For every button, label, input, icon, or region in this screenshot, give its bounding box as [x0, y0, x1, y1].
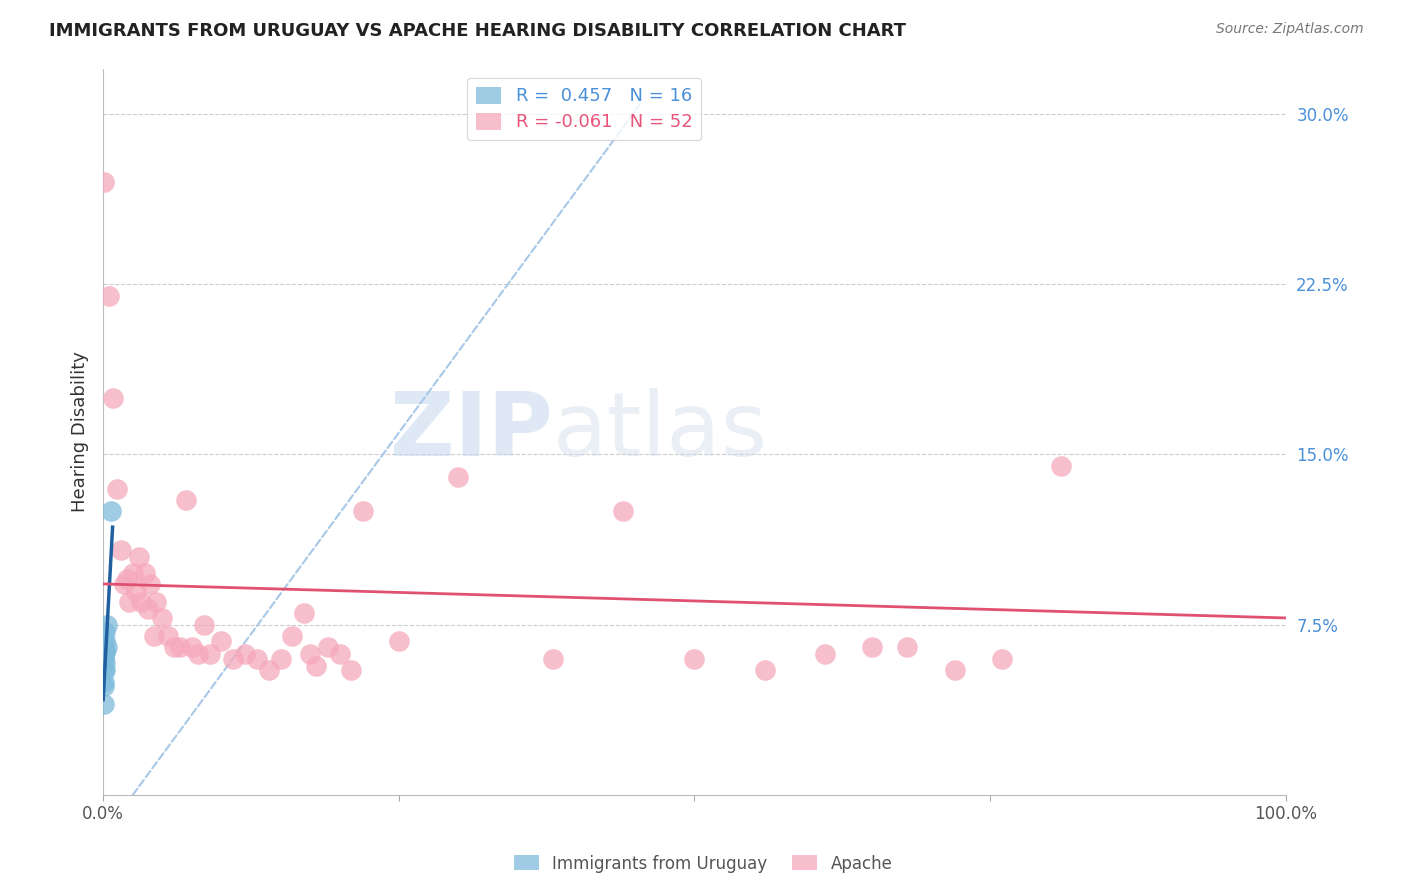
Point — [222, 652, 245, 666]
Point — [145, 595, 167, 609]
Point — [93, 674, 115, 689]
Point — [340, 663, 363, 677]
Point — [187, 648, 209, 662]
Point — [93, 652, 115, 666]
Point — [813, 648, 835, 662]
Point — [257, 663, 280, 677]
Point — [94, 663, 117, 677]
Point — [683, 652, 706, 666]
Point — [612, 504, 634, 518]
Point — [233, 648, 256, 662]
Point — [100, 504, 122, 518]
Text: Source: ZipAtlas.com: Source: ZipAtlas.com — [1216, 22, 1364, 37]
Point — [143, 629, 166, 643]
Point — [134, 566, 156, 580]
Point — [93, 663, 115, 677]
Point — [174, 492, 197, 507]
Text: ZIP: ZIP — [389, 388, 553, 475]
Point — [110, 542, 132, 557]
Point — [180, 640, 202, 655]
Point — [305, 658, 328, 673]
Legend: Immigrants from Uruguay, Apache: Immigrants from Uruguay, Apache — [508, 848, 898, 880]
Point — [209, 633, 232, 648]
Point — [943, 663, 966, 677]
Point — [292, 607, 315, 621]
Point — [136, 602, 159, 616]
Point — [270, 652, 292, 666]
Legend: R =  0.457   N = 16, R = -0.061   N = 52: R = 0.457 N = 16, R = -0.061 N = 52 — [467, 78, 702, 140]
Point — [115, 573, 138, 587]
Point — [169, 640, 191, 655]
Point — [896, 640, 918, 655]
Point — [96, 617, 118, 632]
Text: IMMIGRANTS FROM URUGUAY VS APACHE HEARING DISABILITY CORRELATION CHART: IMMIGRANTS FROM URUGUAY VS APACHE HEARIN… — [49, 22, 907, 40]
Point — [94, 645, 117, 659]
Point — [118, 595, 141, 609]
Point — [139, 577, 162, 591]
Point — [93, 649, 115, 664]
Point — [447, 470, 470, 484]
Text: atlas: atlas — [553, 388, 768, 475]
Point — [352, 504, 374, 518]
Point — [299, 648, 322, 662]
Point — [388, 633, 411, 648]
Point — [1050, 458, 1073, 473]
Point — [754, 663, 776, 677]
Point — [94, 633, 117, 648]
Point — [860, 640, 883, 655]
Point — [246, 652, 269, 666]
Point — [316, 640, 339, 655]
Point — [125, 583, 148, 598]
Point — [101, 391, 124, 405]
Point — [98, 288, 121, 302]
Point — [105, 482, 128, 496]
Point — [93, 679, 115, 693]
Point — [991, 652, 1014, 666]
Point — [112, 577, 135, 591]
Point — [541, 652, 564, 666]
Point — [157, 629, 180, 643]
Point — [198, 648, 221, 662]
Point — [96, 640, 118, 655]
Point — [93, 657, 115, 671]
Point — [281, 629, 304, 643]
Point — [163, 640, 186, 655]
Point — [121, 566, 143, 580]
Point — [94, 645, 117, 659]
Point — [129, 595, 152, 609]
Point — [128, 549, 150, 564]
Y-axis label: Hearing Disability: Hearing Disability — [72, 351, 89, 512]
Point — [93, 175, 115, 189]
Point — [193, 617, 215, 632]
Point — [150, 611, 173, 625]
Point — [329, 648, 352, 662]
Point — [94, 624, 117, 639]
Point — [93, 640, 115, 655]
Point — [93, 698, 115, 712]
